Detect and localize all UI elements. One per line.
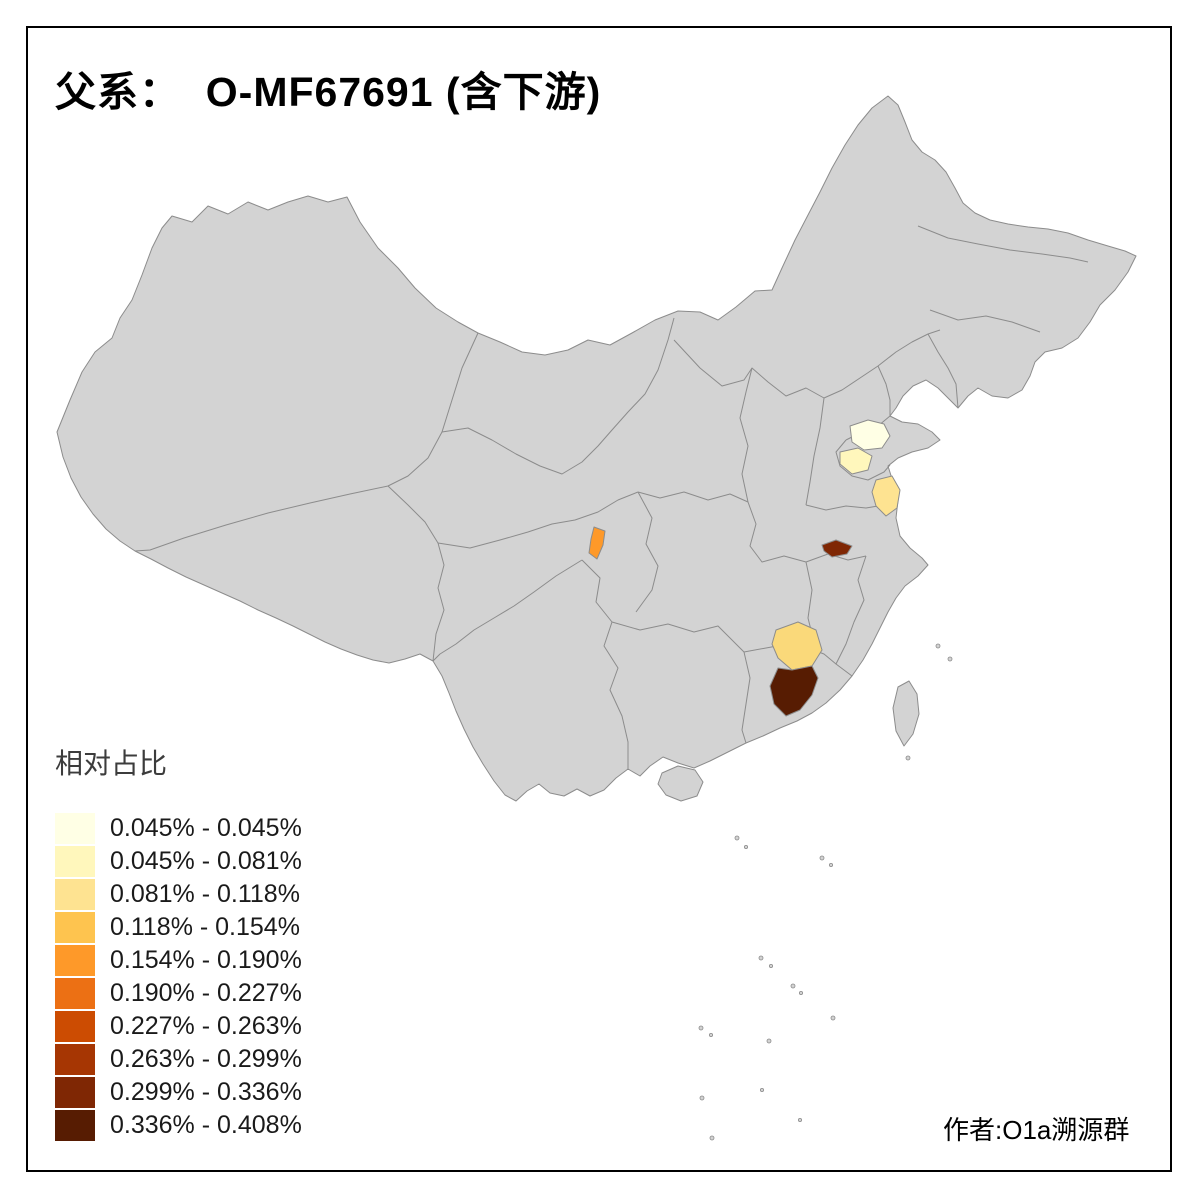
legend-swatch bbox=[55, 1044, 95, 1075]
legend-swatch bbox=[55, 813, 95, 844]
legend-swatch bbox=[55, 846, 95, 877]
legend-title: 相对占比 bbox=[55, 748, 168, 779]
region-shandong-north bbox=[849, 419, 891, 451]
legend-swatch bbox=[55, 1077, 95, 1108]
land-layer bbox=[56, 95, 1137, 802]
legend-label: 0.227% - 0.263% bbox=[110, 1012, 302, 1040]
hainan-island bbox=[657, 765, 704, 802]
legend-row: 0.336% - 0.408% bbox=[55, 1109, 302, 1142]
legend-label: 0.081% - 0.118% bbox=[110, 880, 300, 908]
legend-row: 0.118% - 0.154% bbox=[55, 911, 302, 944]
legend-row: 0.299% - 0.336% bbox=[55, 1076, 302, 1109]
legend-row: 0.263% - 0.299% bbox=[55, 1043, 302, 1076]
legend-label: 0.336% - 0.408% bbox=[110, 1111, 302, 1139]
legend-row: 0.081% - 0.118% bbox=[55, 878, 302, 911]
legend-row: 0.227% - 0.263% bbox=[55, 1010, 302, 1043]
legend-row: 0.045% - 0.045% bbox=[55, 812, 302, 845]
region-south-anhui bbox=[821, 539, 853, 558]
legend-label: 0.154% - 0.190% bbox=[110, 946, 302, 974]
small-islands bbox=[698, 643, 953, 1141]
legend-label: 0.190% - 0.227% bbox=[110, 979, 302, 1007]
legend-swatch bbox=[55, 1110, 95, 1141]
legend-label: 0.263% - 0.299% bbox=[110, 1045, 302, 1073]
china-mainland-outline bbox=[56, 95, 1137, 802]
legend-swatch bbox=[55, 978, 95, 1009]
region-jiangsu bbox=[871, 475, 901, 517]
region-guangdong-east bbox=[769, 665, 819, 717]
province-borders bbox=[134, 225, 1089, 769]
legend-label: 0.299% - 0.336% bbox=[110, 1078, 302, 1106]
legend-row: 0.154% - 0.190% bbox=[55, 944, 302, 977]
legend-swatch bbox=[55, 879, 95, 910]
page-title: 父系： O-MF67691 (含下游) bbox=[55, 69, 602, 115]
region-shandong-south bbox=[839, 447, 873, 475]
legend-label: 0.045% - 0.045% bbox=[110, 814, 302, 842]
legend-swatch bbox=[55, 945, 95, 976]
region-sichuan bbox=[588, 526, 606, 560]
legend-swatch bbox=[55, 1011, 95, 1042]
page-border-frame bbox=[26, 26, 1172, 1172]
legend-label: 0.118% - 0.154% bbox=[110, 913, 300, 941]
legend-swatch bbox=[55, 912, 95, 943]
legend-row: 0.190% - 0.227% bbox=[55, 977, 302, 1010]
legend: 相对占比 0.045% - 0.045% 0.045% - 0.081% 0.0… bbox=[55, 742, 302, 1142]
legend-row: 0.045% - 0.081% bbox=[55, 845, 302, 878]
highlighted-regions bbox=[588, 419, 901, 717]
legend-label: 0.045% - 0.081% bbox=[110, 847, 302, 875]
taiwan-island bbox=[892, 680, 920, 747]
author-credit: 作者:O1a溯源群 bbox=[943, 1115, 1130, 1145]
